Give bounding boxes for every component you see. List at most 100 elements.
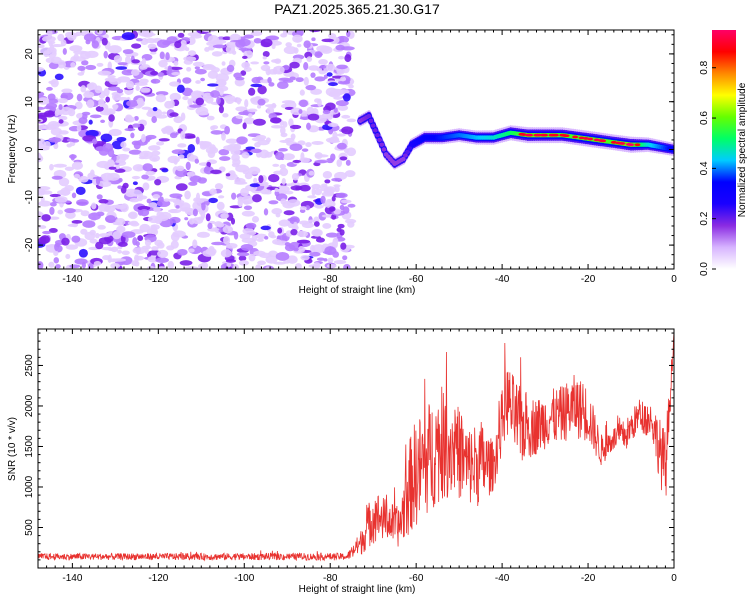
noise-blob [236, 252, 250, 257]
noise-blob [319, 65, 327, 69]
noise-blob [158, 138, 170, 142]
noise-blob [121, 250, 130, 256]
noise-blob [87, 263, 94, 269]
noise-blob [169, 216, 181, 224]
noise-blob [38, 261, 44, 269]
noise-blob [188, 181, 198, 186]
noise-blob [224, 125, 230, 135]
noise-blob [161, 126, 174, 134]
y-tick-label: 1500 [24, 435, 35, 458]
noise-blob [97, 180, 112, 188]
noise-blob [50, 56, 62, 64]
noise-blob [39, 47, 53, 55]
noise-blob [96, 194, 103, 200]
noise-blob [326, 263, 337, 268]
noise-blob [129, 197, 140, 203]
noise-blob [49, 206, 55, 215]
noise-blob [206, 161, 211, 168]
noise-blob [247, 113, 253, 118]
noise-blob [38, 200, 52, 207]
noise-blob [222, 225, 234, 234]
noise-blob [204, 166, 210, 172]
noise-blob [38, 44, 45, 49]
noise-blob [199, 143, 207, 150]
noise-blob [286, 255, 298, 264]
spectrogram-x-label: Height of straight line (km) [299, 285, 416, 296]
noise-blob [250, 31, 263, 37]
noise-blob [61, 237, 70, 246]
x-tick-label: 0 [671, 573, 677, 584]
noise-blob [76, 93, 83, 102]
noise-blob [112, 104, 118, 111]
noise-blob [305, 142, 312, 148]
noise-blob [112, 258, 127, 262]
noise-blob [283, 46, 298, 55]
x-tick-label: -100 [234, 274, 254, 285]
ridge-peak [527, 133, 534, 137]
noise-blob [194, 158, 200, 164]
ridge-peak [552, 133, 559, 137]
noise-blob [243, 205, 253, 210]
noise-blob [199, 111, 210, 116]
noise-blob [171, 149, 186, 155]
noise-blob [219, 81, 227, 86]
noise-blob [268, 231, 275, 238]
noise-blob [61, 88, 73, 94]
noise-blob [120, 141, 127, 148]
noise-blob [91, 138, 98, 145]
noise-blob [311, 187, 316, 196]
noise-blob [108, 128, 122, 137]
noise-blob [278, 147, 288, 152]
noise-blob [241, 210, 255, 217]
noise-blob [257, 260, 266, 266]
noise-blob [265, 104, 277, 108]
noise-blob [216, 222, 225, 228]
noise-blob [343, 264, 351, 269]
noise-blob [142, 163, 153, 172]
noise-blob [197, 177, 207, 184]
noise-blob [306, 56, 313, 63]
noise-blob [53, 257, 60, 264]
noise-blob [50, 127, 62, 136]
noise-blob [141, 174, 149, 180]
noise-blob [194, 68, 207, 75]
noise-blob [144, 38, 157, 44]
noise-blob [60, 39, 67, 47]
noise-blob [209, 144, 217, 153]
noise-blob [142, 182, 150, 191]
noise-blob [332, 239, 339, 248]
noise-blob [98, 203, 111, 212]
noise-blob [187, 32, 202, 37]
noise-blob [335, 44, 345, 51]
noise-blob [289, 143, 303, 152]
noise-blob [337, 80, 351, 85]
noise-blob [247, 108, 258, 113]
noise-blob [310, 88, 323, 95]
noise-blob [308, 170, 315, 176]
noise-blob [48, 216, 60, 220]
noise-blob [273, 66, 278, 75]
noise-blob [183, 56, 197, 62]
noise-blob [170, 240, 179, 249]
noise-blob [287, 217, 298, 222]
x-tick-label: -120 [148, 573, 168, 584]
noise-blob [71, 192, 77, 199]
noise-blob [236, 136, 248, 145]
noise-blob [238, 260, 249, 266]
noise-blob [192, 239, 198, 249]
noise-blob [78, 175, 89, 183]
noise-blob [38, 118, 44, 123]
noise-blob [341, 114, 351, 119]
noise-blob [125, 55, 131, 65]
noise-blob [155, 94, 167, 103]
noise-blob [207, 70, 219, 79]
noise-blob [77, 65, 86, 71]
noise-blob [200, 77, 206, 82]
noise-blob [335, 100, 349, 107]
noise-blob [282, 30, 288, 36]
noise-blob [250, 148, 262, 154]
noise-blob [230, 149, 241, 156]
noise-blob [219, 87, 224, 96]
noise-blob [307, 113, 320, 121]
noise-blob [320, 195, 326, 204]
